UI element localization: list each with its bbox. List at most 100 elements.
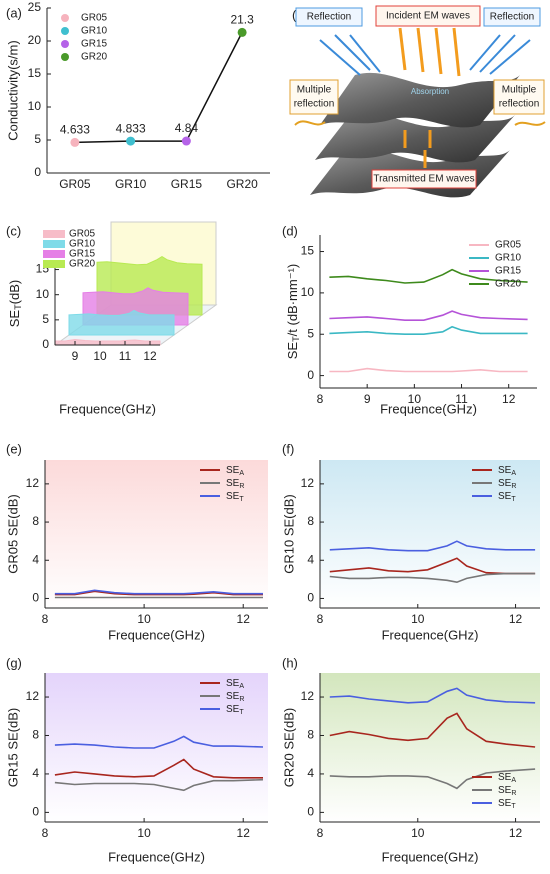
x-tick-label: 12 (509, 612, 523, 626)
legend-label: GR05 (69, 229, 96, 240)
series-line (54, 735, 264, 749)
x-axis-label: Frequence(GHz) (59, 401, 156, 416)
series-line (329, 768, 536, 790)
legend-label: SET (498, 491, 516, 503)
x-tick-label: 8 (317, 612, 324, 626)
legend-label: GR10 (81, 26, 108, 37)
y-axis-label: GR10 SE(dB) (281, 494, 296, 573)
text-box (289, 79, 339, 115)
legend-label: SET (226, 491, 244, 503)
panel-label: (d) (282, 223, 298, 238)
series-line (54, 590, 263, 596)
plot-background (320, 460, 540, 608)
x-tick-label: 10 (408, 392, 422, 406)
text-box (375, 5, 481, 27)
panel: 0 5 10 15 8 9 10 11 12 (d) SET/t (dB·mm⁻¹) Frequenc… (282, 223, 537, 416)
text-box (295, 7, 363, 27)
series-line (329, 572, 536, 584)
diagram: (b) Reflection Incident EM waves Reflect… (289, 5, 546, 198)
line (74, 32, 243, 144)
y-tick-label: 4 (307, 552, 314, 566)
panel-label: (e) (6, 441, 22, 456)
x-tick-label: GR15 (171, 177, 203, 191)
value-label: 4.633 (60, 123, 90, 137)
x-tick-label: 10 (137, 826, 151, 840)
x-tick-label: 12 (237, 826, 251, 840)
legend-marker (61, 27, 69, 35)
x-tick-label: GR05 (59, 177, 91, 191)
legend-label: SER (226, 691, 244, 703)
legend-swatch (43, 230, 65, 238)
y-tick-label: 8 (307, 514, 314, 528)
value-label: 4.833 (116, 121, 146, 135)
series-line (329, 325, 528, 335)
series-area (54, 338, 161, 346)
x-tick-label: 10 (411, 612, 425, 626)
legend-swatch (43, 260, 65, 268)
point (126, 136, 136, 146)
series-line (329, 712, 536, 748)
text-box (493, 79, 545, 115)
text-box (483, 7, 541, 27)
x-tick-label: 10 (93, 349, 107, 363)
y-tick-label: 8 (307, 728, 314, 742)
x-tick-label: 8 (42, 826, 49, 840)
series-area (68, 309, 175, 336)
panel-label: (f) (282, 441, 294, 456)
x-tick-label: 9 (72, 349, 79, 363)
y-axis-label: Conductivity(s/m) (5, 40, 20, 140)
x-axis-label: Frequence(GHz) (108, 627, 205, 642)
y-tick-label: 0 (34, 165, 41, 179)
y-tick-label: 0 (307, 591, 314, 605)
point (181, 136, 191, 146)
legend-label: GR05 (495, 240, 522, 251)
y-tick-label: 12 (301, 476, 315, 490)
x-tick-label: 8 (42, 612, 49, 626)
y-tick-label: 0 (307, 368, 314, 382)
legend-label: SEA (226, 465, 244, 477)
x-axis-label: Frequence(GHz) (382, 627, 479, 642)
series-line (329, 540, 536, 552)
reflection-label: Reflection (490, 12, 534, 23)
multiple-arrow (514, 121, 546, 126)
legend-label: SET (226, 704, 244, 716)
series-line (329, 557, 536, 575)
panel: 0 5 10 15 20 25 GR05 GR10 GR15 GR20 4.633 4.833 4.84… (5, 0, 270, 191)
legend-marker (61, 14, 69, 22)
series-line (329, 310, 528, 321)
panel: 0 4 8 12 8 10 12 (e) GR05 SE(dB) Frequence(GHz) SE… (5, 441, 268, 642)
x-tick-label: 12 (502, 392, 516, 406)
legend-label: SEA (226, 678, 244, 690)
y-tick-label: 0 (32, 805, 39, 819)
y-tick-label: 4 (32, 766, 39, 780)
x-tick-label: 11 (455, 392, 468, 406)
legend-swatch (43, 250, 65, 258)
legend-label: SEA (498, 465, 516, 477)
x-axis-label: Frequence(GHz) (382, 849, 479, 864)
multiple-label: reflection (294, 99, 335, 110)
multiple-arrow (294, 120, 326, 126)
x-tick-label: 8 (317, 826, 324, 840)
legend-label: SET (498, 798, 516, 810)
y-tick-label: 10 (28, 99, 42, 113)
legend-marker (61, 40, 69, 48)
y-tick-label: 5 (34, 132, 41, 146)
legend-label: GR10 (69, 239, 96, 250)
x-tick-label: 10 (411, 826, 425, 840)
y-tick-label: 12 (26, 689, 40, 703)
x-tick-label: 8 (317, 392, 324, 406)
panel: 0 4 8 12 8 10 12 (h) GR20 SE(dB) Frequence(GHz) SE… (281, 655, 540, 864)
x-tick-label: GR20 (226, 177, 258, 191)
legend-label: SEA (498, 772, 516, 784)
y-tick-label: 12 (26, 476, 40, 490)
legend-marker (61, 53, 69, 61)
multiple-label: Multiple (502, 85, 537, 96)
series-line (329, 367, 528, 373)
sheet (320, 72, 520, 128)
y-tick-label: 10 (36, 287, 50, 301)
x-tick-label: GR10 (115, 177, 147, 191)
y-axis-label: GR20 SE(dB) (281, 708, 296, 787)
legend-label: SER (498, 478, 516, 490)
legend-label: GR15 (69, 249, 96, 260)
